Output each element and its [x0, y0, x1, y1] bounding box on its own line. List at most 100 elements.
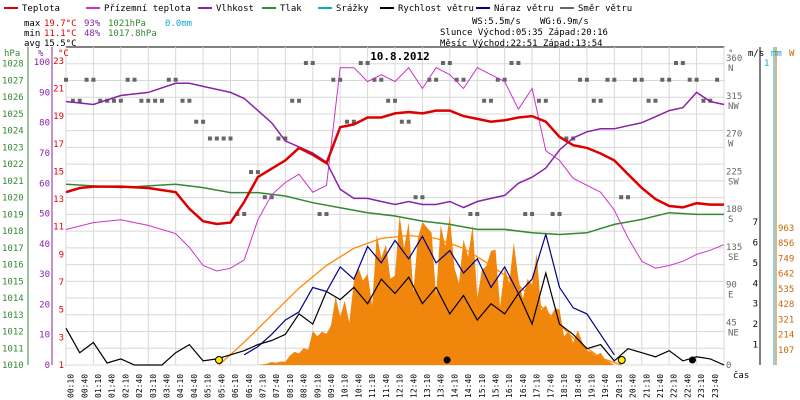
- wind-direction-point: [564, 136, 569, 141]
- wind-direction-point: [516, 61, 521, 65]
- humidity-tick-label: 30: [39, 270, 50, 280]
- wind-speed-axis-title: m/s: [748, 49, 764, 59]
- legend-label: Teplota: [22, 4, 60, 14]
- x-axis-label: čas: [733, 370, 749, 381]
- pressure-tick-label: 1018: [2, 227, 24, 237]
- wind-direction-point: [447, 61, 452, 65]
- x-tick-label: 07:10: [258, 374, 267, 398]
- x-tick-label: 23:10: [697, 374, 706, 398]
- solar-tick-label: 535: [778, 285, 794, 295]
- pressure-tick-label: 1014: [2, 294, 24, 304]
- wind-direction-point: [207, 136, 212, 141]
- ground-temperature-line: [65, 66, 725, 272]
- direction-tick-label: 90: [726, 281, 737, 291]
- wind-direction-point: [605, 77, 610, 82]
- wind-direction-point: [255, 170, 260, 175]
- wind-direction-point: [91, 77, 96, 82]
- legend-label: Náraz větru: [494, 4, 554, 14]
- wind-direction-point: [653, 98, 658, 103]
- direction-axis-title: °: [728, 49, 733, 59]
- wind-direction-point: [297, 98, 302, 103]
- legend-label: Směr větru: [578, 4, 632, 14]
- wind-direction-point: [290, 98, 295, 103]
- x-tick-label: 02:40: [135, 374, 144, 398]
- wind-direction-point: [111, 98, 116, 103]
- x-tick-label: 10:40: [354, 374, 363, 398]
- x-tick-label: 17:10: [533, 374, 542, 398]
- wind-direction-point: [420, 195, 425, 200]
- temperature-tick-label: 13: [53, 195, 64, 205]
- legend-label: Přízemní teplota: [104, 4, 191, 14]
- temperature-axis-title: °C: [58, 49, 69, 59]
- pressure-tick-label: 1026: [2, 93, 24, 103]
- direction-tick-label: 315: [726, 92, 742, 102]
- x-tick-label: 14:40: [464, 374, 473, 398]
- wind-direction-point: [221, 136, 226, 141]
- wind-direction-point: [180, 98, 185, 103]
- x-tick-label: 00:10: [67, 374, 76, 398]
- pressure-tick-label: 1019: [2, 210, 24, 220]
- x-tick-label: 19:40: [601, 374, 610, 398]
- pressure-tick-label: 1023: [2, 143, 24, 153]
- direction-tick-label: N: [728, 64, 733, 74]
- sunset-marker: [617, 356, 626, 364]
- wind-direction-point: [482, 98, 487, 103]
- wind-direction-point: [201, 119, 206, 124]
- wind-direction-point: [557, 212, 562, 216]
- wind-direction-point: [612, 77, 617, 82]
- stats-max-humidity: 93%: [84, 19, 101, 29]
- temperature-tick-label: 9: [59, 250, 64, 260]
- wind-direction-point: [715, 77, 720, 82]
- wind-direction-point: [694, 77, 699, 82]
- wind-direction-point: [324, 212, 329, 216]
- temperature-tick-label: 15: [53, 167, 64, 177]
- direction-tick-label: 135: [726, 243, 742, 253]
- wind-speed-tick-label: 1: [753, 341, 758, 351]
- stats-avg-label: avg: [24, 39, 40, 49]
- wind-direction-point: [269, 195, 274, 200]
- humidity-tick-label: 10: [39, 331, 50, 341]
- x-tick-label: 09:40: [327, 374, 336, 398]
- pressure-tick-label: 1013: [2, 311, 24, 321]
- x-tick-label: 23:40: [711, 374, 720, 398]
- pressure-tick-label: 1024: [2, 127, 24, 137]
- x-tick-label: 08:40: [300, 374, 309, 398]
- x-tick-label: 01:10: [94, 374, 103, 398]
- temperature-tick-label: 19: [53, 112, 64, 122]
- wind-direction-point: [77, 98, 82, 103]
- direction-tick-label: 360: [726, 54, 742, 64]
- solar-radiation-area: [66, 215, 724, 365]
- moonrise-marker: [688, 356, 696, 364]
- wind-direction-point: [345, 119, 350, 124]
- temperature-tick-label: 7: [59, 278, 64, 288]
- wind-direction-point: [276, 136, 281, 141]
- humidity-tick-label: 40: [39, 240, 50, 250]
- direction-tick-label: 270: [726, 130, 742, 140]
- wind-direction-point: [619, 195, 624, 200]
- direction-tick-label: 45: [726, 318, 737, 328]
- legend-label: Rychlost větru: [398, 4, 474, 14]
- wind-direction-point: [125, 77, 130, 82]
- x-tick-label: 07:40: [272, 374, 281, 398]
- wind-direction-point: [461, 77, 466, 82]
- x-tick-label: 20:40: [629, 374, 638, 398]
- x-tick-label: 05:40: [217, 374, 226, 398]
- pressure-tick-label: 1027: [2, 76, 24, 86]
- wind-direction-point: [598, 98, 603, 103]
- x-tick-label: 13:40: [437, 374, 446, 398]
- solar-tick-label: 107: [778, 346, 794, 356]
- wind-direction-point: [338, 77, 343, 82]
- temperature-line: [65, 109, 724, 226]
- x-tick-label: 17:40: [546, 374, 555, 398]
- humidity-tick-label: 0: [45, 361, 50, 371]
- wind-direction-point: [317, 212, 322, 216]
- x-tick-label: 03:40: [163, 374, 172, 398]
- temperature-tick-label: 23: [53, 57, 64, 67]
- temperature-tick-label: 5: [59, 306, 64, 316]
- pressure-tick-label: 1025: [2, 110, 24, 120]
- x-tick-label: 03:10: [149, 374, 158, 398]
- wind-direction-point: [591, 98, 596, 103]
- x-tick-label: 22:40: [683, 374, 692, 398]
- x-tick-label: 02:10: [121, 374, 130, 398]
